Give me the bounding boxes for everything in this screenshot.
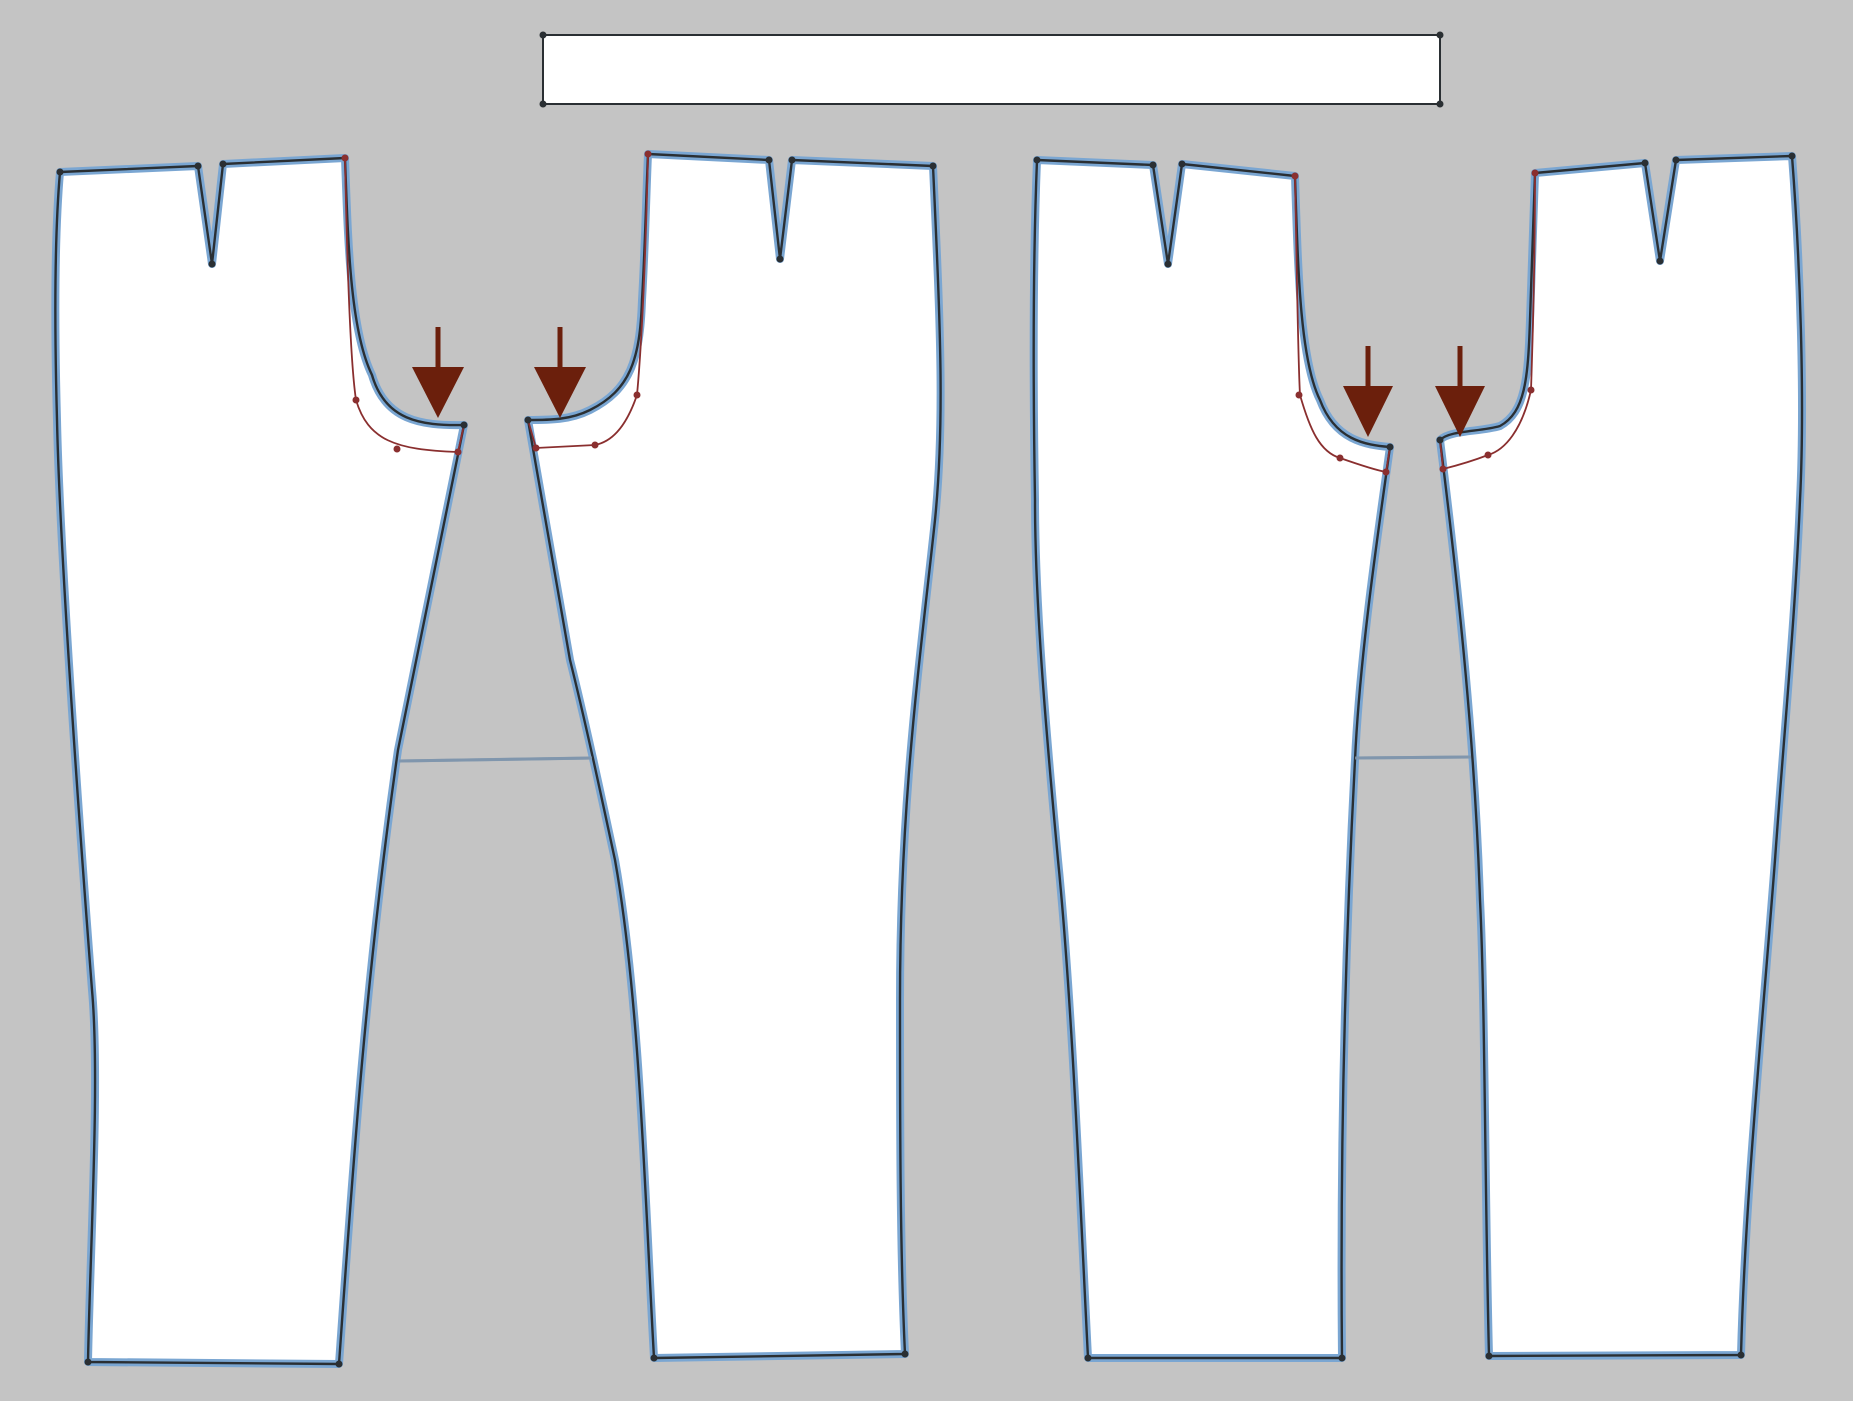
vertex <box>1672 156 1680 164</box>
vertex <box>901 1350 909 1358</box>
vertex <box>1338 1354 1346 1362</box>
altered-crotch-curve <box>527 153 649 449</box>
pattern-piece-back-left[interactable] <box>524 150 945 1362</box>
vertex <box>524 416 532 424</box>
arrow-down-icon <box>412 327 464 418</box>
control-point <box>1531 169 1539 177</box>
arrow-down-icon <box>1343 346 1393 437</box>
control-point <box>1527 386 1535 394</box>
altered-crotch-curve <box>1294 175 1391 474</box>
vertex <box>776 255 784 263</box>
vertex <box>1485 1352 1493 1360</box>
altered-crotch-curve <box>1439 172 1536 471</box>
control-point <box>352 396 360 404</box>
vertex <box>1641 159 1649 167</box>
vertex <box>539 31 547 39</box>
control-point <box>633 391 641 399</box>
vertex <box>765 156 773 164</box>
control-point <box>1295 391 1303 399</box>
vertex <box>219 160 227 168</box>
vertex <box>1788 152 1796 160</box>
vertex <box>1164 260 1172 268</box>
control-point <box>1336 454 1344 462</box>
vertex <box>1033 156 1041 164</box>
arrow-down-icon <box>1435 346 1485 437</box>
control-point <box>1291 172 1299 180</box>
control-point <box>393 445 401 453</box>
control-point <box>341 154 349 162</box>
knee-line-left <box>398 756 593 763</box>
waistband-piece[interactable] <box>539 31 1444 108</box>
vertex <box>208 260 216 268</box>
control-point <box>591 441 599 449</box>
arrow-down-icon <box>534 327 586 418</box>
vertex <box>650 1354 658 1362</box>
control-point <box>644 150 652 158</box>
vertex <box>84 1358 92 1366</box>
vertex <box>1436 100 1444 108</box>
control-point <box>1439 465 1447 473</box>
vertex <box>1386 443 1394 451</box>
vertex <box>194 162 202 170</box>
vertex <box>1737 1351 1745 1359</box>
vertex <box>460 421 468 429</box>
vertex <box>788 156 796 164</box>
pattern-piece-back-right[interactable] <box>1436 152 1806 1360</box>
control-point <box>1382 468 1390 476</box>
vertex <box>1149 161 1157 169</box>
vertex <box>539 100 547 108</box>
vertex <box>335 1360 343 1368</box>
control-point <box>454 448 462 456</box>
vertex <box>1084 1354 1092 1362</box>
vertex <box>929 162 937 170</box>
control-point <box>532 444 540 452</box>
altered-crotch-curve <box>344 157 465 453</box>
vertex <box>1436 31 1444 39</box>
vertex <box>56 168 64 176</box>
vertex <box>1178 160 1186 168</box>
vertex <box>1656 257 1664 265</box>
vertex <box>1436 436 1444 444</box>
knee-line-right <box>1354 755 1472 760</box>
control-point <box>1484 451 1492 459</box>
pattern-piece-front-left[interactable] <box>51 154 596 1368</box>
